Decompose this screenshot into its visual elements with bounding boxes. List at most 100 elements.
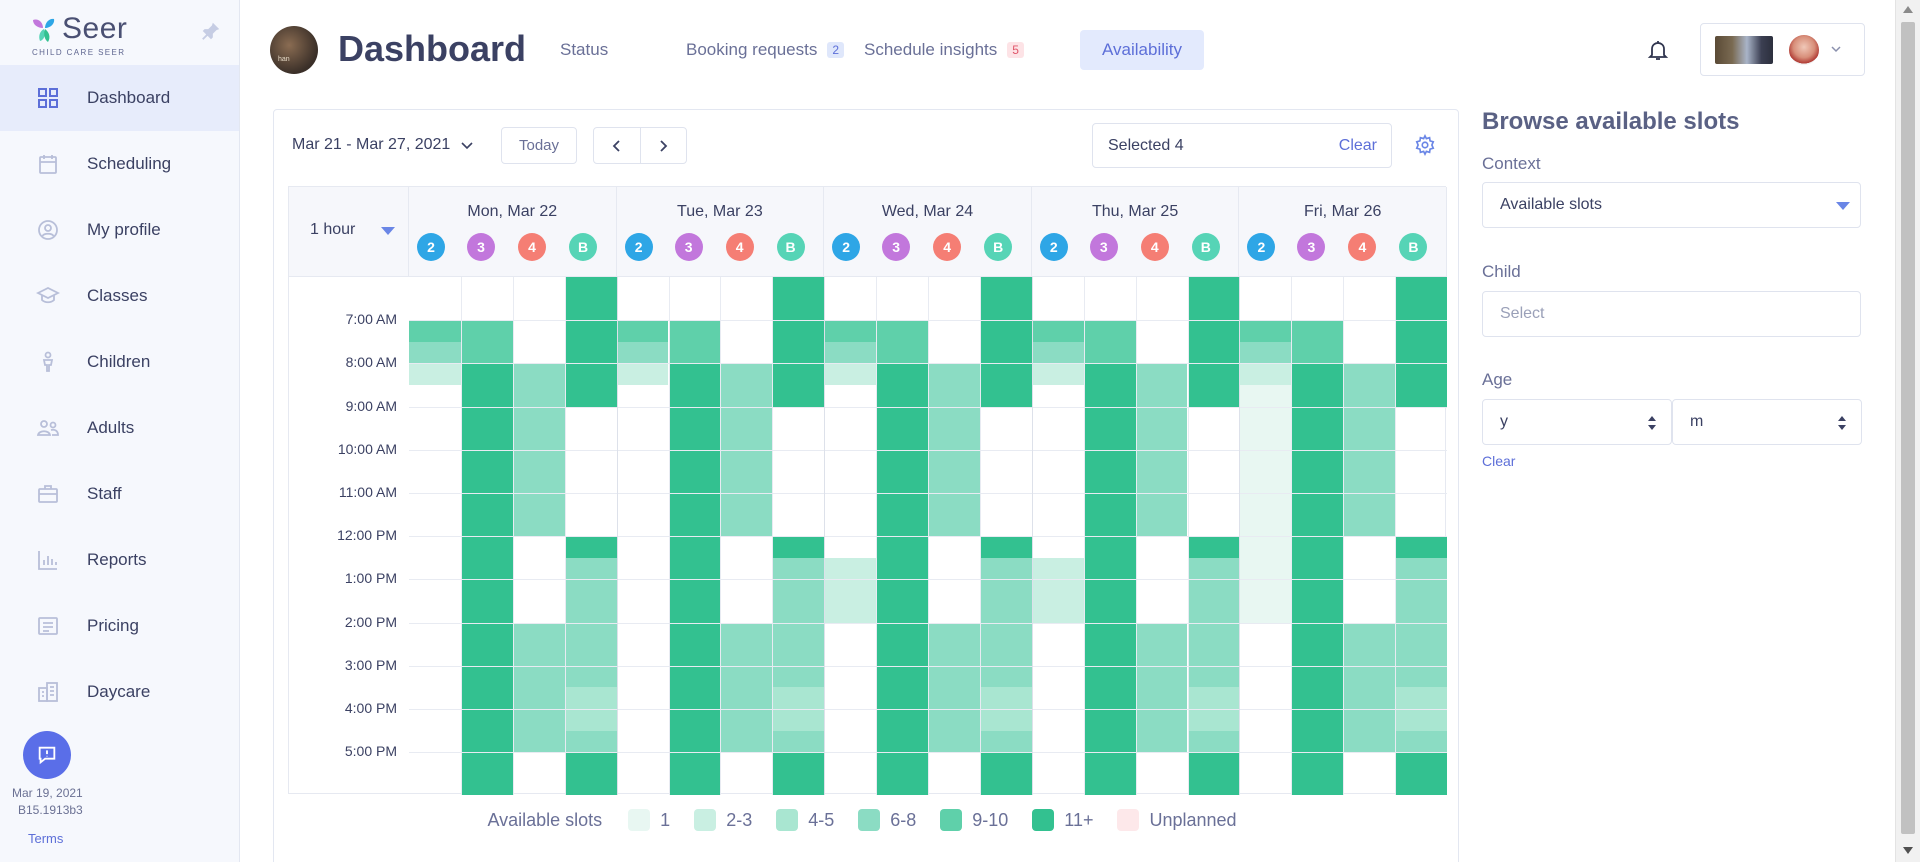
availability-block[interactable] [772,730,825,753]
availability-block[interactable] [772,277,825,407]
availability-block[interactable] [1395,752,1447,796]
availability-block[interactable] [1395,687,1447,731]
clear-filters-link[interactable]: Clear [1482,453,1516,469]
availability-block[interactable] [1135,363,1188,537]
availability-block[interactable] [1187,752,1240,796]
availability-block[interactable] [409,320,461,342]
group-badge[interactable]: 4 [1140,233,1169,261]
group-badge[interactable]: B [1399,233,1428,261]
group-badge[interactable]: 3 [882,233,911,261]
group-badge[interactable]: 4 [1348,233,1377,261]
sidebar-item-reports[interactable]: Reports [0,527,239,593]
availability-block[interactable] [1187,536,1240,558]
sidebar-item-pricing[interactable]: Pricing [0,593,239,659]
availability-block[interactable] [928,622,980,753]
availability-block[interactable] [720,622,773,753]
availability-block[interactable] [1395,730,1447,753]
sidebar-item-adults[interactable]: Adults [0,395,239,461]
scroll-down-arrow-icon[interactable] [1903,847,1913,854]
availability-block[interactable] [720,363,773,537]
availability-block[interactable] [564,752,617,796]
group-badge[interactable]: 3 [674,233,703,261]
sidebar-item-dashboard[interactable]: Dashboard [0,65,239,131]
scroll-up-arrow-icon[interactable] [1903,6,1913,13]
availability-block[interactable] [1239,385,1292,623]
age-years-select[interactable]: y [1482,399,1672,445]
tab-status[interactable]: Status [538,30,630,70]
group-badge[interactable]: B [1191,233,1220,261]
group-badge[interactable]: 3 [1089,233,1118,261]
availability-block[interactable] [564,687,617,731]
tab-availability[interactable]: Availability [1080,30,1205,70]
availability-block[interactable] [928,363,980,537]
availability-block[interactable] [772,536,825,558]
availability-block[interactable] [1187,730,1240,753]
availability-block[interactable] [1135,622,1188,753]
availability-block[interactable] [564,277,617,407]
sidebar-item-my-profile[interactable]: My profile [0,197,239,263]
group-badge[interactable]: B [984,233,1013,261]
availability-block[interactable] [979,277,1032,407]
notifications-bell-icon[interactable] [1646,38,1670,62]
group-badge[interactable]: 3 [1297,233,1326,261]
group-badge[interactable]: B [569,233,597,261]
sidebar-item-children[interactable]: Children [0,329,239,395]
scrollbar-thumb[interactable] [1901,22,1915,834]
sidebar-item-scheduling[interactable]: Scheduling [0,131,239,197]
availability-block[interactable] [1031,557,1084,623]
availability-block[interactable] [979,536,1032,558]
availability-block[interactable] [512,622,565,753]
age-months-select[interactable]: m [1672,399,1862,445]
context-select[interactable]: Available slots [1482,182,1861,228]
availability-block[interactable] [1187,277,1240,407]
availability-block[interactable] [824,363,877,385]
availability-block[interactable] [460,320,513,364]
availability-block[interactable] [1031,320,1084,342]
previous-week-button[interactable] [594,128,641,163]
availability-block[interactable] [979,687,1032,731]
group-badge[interactable]: 4 [725,233,754,261]
sidebar-item-classes[interactable]: Classes [0,263,239,329]
availability-block[interactable] [409,363,461,385]
availability-block[interactable] [1291,320,1344,364]
date-range-picker[interactable]: Mar 21 - Mar 27, 2021 [292,136,474,154]
group-badge[interactable]: 2 [417,233,445,261]
availability-block[interactable] [1031,341,1084,364]
availability-block[interactable] [1395,277,1447,407]
availability-block[interactable] [1343,363,1396,537]
availability-block[interactable] [409,341,461,364]
interval-select[interactable]: 1 hour [289,187,409,277]
availability-block[interactable] [668,320,721,364]
availability-block[interactable] [824,341,877,364]
availability-block[interactable] [1239,363,1292,385]
availability-block[interactable] [616,363,669,385]
group-badge[interactable]: 3 [467,233,495,261]
availability-block[interactable] [772,752,825,796]
availability-block[interactable] [1187,687,1240,731]
availability-block[interactable] [876,320,928,364]
group-badge[interactable]: 4 [518,233,546,261]
group-badge[interactable]: 2 [1247,233,1276,261]
gear-icon[interactable] [1414,134,1436,156]
availability-block[interactable] [564,730,617,753]
logo[interactable]: Seer CHILD CARE SEER [30,12,150,58]
availability-block[interactable] [824,557,877,623]
sidebar-item-staff[interactable]: Staff [0,461,239,527]
availability-block[interactable] [616,320,669,342]
availability-block[interactable] [772,687,825,731]
pin-icon[interactable] [200,20,222,42]
availability-block[interactable] [1083,320,1136,364]
group-badge[interactable]: B [776,233,805,261]
group-badge[interactable]: 4 [933,233,962,261]
availability-block[interactable] [824,320,877,342]
child-select[interactable]: Select [1482,291,1861,337]
page-scrollbar[interactable] [1895,0,1920,862]
group-badge[interactable]: 2 [1039,233,1068,261]
selected-groups-filter[interactable]: Selected 4 Clear [1092,123,1392,168]
availability-block[interactable] [564,536,617,558]
clear-selection-link[interactable]: Clear [1338,137,1377,154]
sidebar-item-daycare[interactable]: Daycare [0,659,239,725]
availability-block[interactable] [616,341,669,364]
availability-block[interactable] [1239,320,1292,342]
availability-block[interactable] [512,363,565,537]
